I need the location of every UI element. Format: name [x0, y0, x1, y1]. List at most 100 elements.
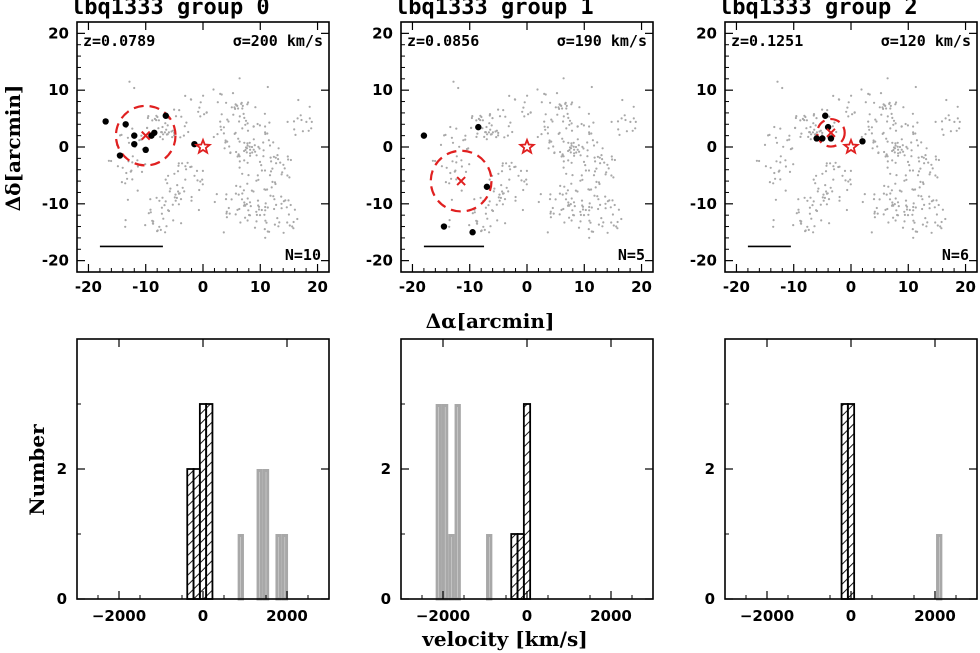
- field-galaxy-point: [928, 173, 931, 176]
- field-galaxy-point: [308, 117, 311, 120]
- field-galaxy-point: [243, 201, 246, 204]
- field-galaxy-point: [504, 222, 507, 225]
- field-galaxy-point: [163, 131, 166, 134]
- field-galaxy-point: [452, 80, 455, 83]
- member-galaxy-point: [827, 135, 835, 142]
- field-galaxy-point: [233, 132, 236, 135]
- field-galaxy-point: [590, 85, 593, 89]
- field-velocity-bar: [256, 469, 263, 601]
- field-galaxy-point: [924, 154, 927, 157]
- field-galaxy-point: [570, 182, 573, 185]
- hist-y-tick-label: 0: [381, 590, 391, 608]
- field-galaxy-point: [588, 209, 591, 212]
- hist-x-tick-label: 2000: [266, 607, 308, 625]
- field-galaxy-point: [867, 125, 870, 128]
- hist-x-tick-label: 2000: [590, 607, 632, 625]
- field-galaxy-point: [921, 223, 925, 226]
- field-galaxy-point: [843, 169, 847, 172]
- field-galaxy-point: [788, 138, 791, 141]
- field-galaxy-point: [567, 141, 570, 144]
- field-galaxy-point: [484, 206, 487, 209]
- field-galaxy-point: [876, 145, 879, 148]
- field-galaxy-point: [914, 206, 917, 209]
- field-galaxy-point: [891, 203, 894, 206]
- field-galaxy-point: [911, 188, 914, 191]
- field-galaxy-point: [246, 129, 250, 132]
- field-galaxy-point: [287, 199, 290, 202]
- field-galaxy-point: [549, 212, 552, 215]
- field-galaxy-point: [926, 221, 929, 224]
- field-galaxy-point: [263, 188, 266, 191]
- field-galaxy-point: [849, 169, 853, 172]
- field-galaxy-point: [263, 169, 267, 172]
- field-galaxy-point: [782, 145, 785, 148]
- field-galaxy-point: [885, 137, 888, 140]
- field-galaxy-point: [550, 118, 553, 121]
- field-galaxy-point: [597, 223, 601, 226]
- field-galaxy-point: [863, 193, 866, 196]
- field-galaxy-point: [511, 130, 514, 134]
- field-galaxy-point: [835, 130, 838, 134]
- x-tick-label: -10: [780, 278, 807, 296]
- field-galaxy-point: [920, 155, 924, 158]
- field-galaxy-point: [878, 198, 881, 201]
- field-galaxy-point: [523, 115, 526, 118]
- field-galaxy-point: [224, 141, 227, 144]
- field-galaxy-point: [897, 152, 900, 155]
- hist-x-tick-label: 2000: [914, 607, 956, 625]
- field-galaxy-point: [482, 225, 485, 228]
- field-galaxy-point: [246, 182, 249, 185]
- field-galaxy-point: [570, 103, 573, 106]
- field-galaxy-point: [610, 120, 613, 123]
- field-galaxy-point: [578, 106, 581, 109]
- field-galaxy-point: [231, 92, 235, 95]
- field-galaxy-point: [573, 152, 576, 155]
- field-galaxy-point: [300, 118, 303, 122]
- field-galaxy-point: [811, 204, 814, 207]
- field-galaxy-point: [883, 150, 886, 154]
- field-galaxy-point: [237, 107, 240, 110]
- field-galaxy-point: [874, 140, 877, 143]
- field-galaxy-point: [201, 178, 204, 181]
- field-galaxy-point: [286, 174, 289, 177]
- field-galaxy-point: [891, 141, 894, 144]
- field-galaxy-point: [828, 115, 831, 118]
- field-galaxy-point: [592, 230, 595, 233]
- field-galaxy-point: [584, 208, 587, 212]
- field-galaxy-point: [917, 170, 921, 173]
- hist-x-tick-label: −2000: [416, 607, 470, 625]
- field-galaxy-point: [811, 131, 815, 134]
- field-galaxy-point: [180, 222, 183, 225]
- field-galaxy-point: [126, 198, 129, 201]
- field-galaxy-point: [253, 226, 257, 229]
- field-galaxy-point: [590, 206, 593, 209]
- field-galaxy-point: [255, 179, 258, 182]
- panel-title: lbq1333 group 0: [71, 0, 270, 20]
- member-galaxy-point: [440, 223, 448, 230]
- field-galaxy-point: [804, 115, 807, 119]
- field-galaxy-point: [439, 143, 443, 146]
- field-galaxy-point: [279, 161, 282, 164]
- field-galaxy-point: [838, 165, 841, 168]
- field-galaxy-point: [563, 185, 566, 188]
- field-galaxy-point: [308, 105, 311, 108]
- field-galaxy-point: [885, 193, 888, 196]
- field-galaxy-point: [546, 231, 549, 234]
- field-galaxy-point: [562, 166, 565, 169]
- field-galaxy-point: [253, 144, 256, 147]
- field-galaxy-point: [797, 208, 800, 211]
- field-galaxy-point: [882, 107, 885, 110]
- field-galaxy-point: [849, 178, 852, 181]
- field-galaxy-point: [809, 125, 812, 129]
- field-galaxy-point: [620, 217, 623, 221]
- field-galaxy-point: [280, 173, 283, 176]
- field-galaxy-point: [125, 171, 128, 175]
- field-galaxy-point: [225, 212, 228, 215]
- field-galaxy-point: [889, 172, 892, 175]
- field-galaxy-point: [576, 125, 579, 128]
- field-galaxy-point: [502, 192, 505, 195]
- field-galaxy-point: [822, 199, 825, 202]
- member-galaxy-point: [420, 132, 428, 139]
- field-velocity-bar: [486, 534, 493, 601]
- field-galaxy-point: [483, 228, 486, 231]
